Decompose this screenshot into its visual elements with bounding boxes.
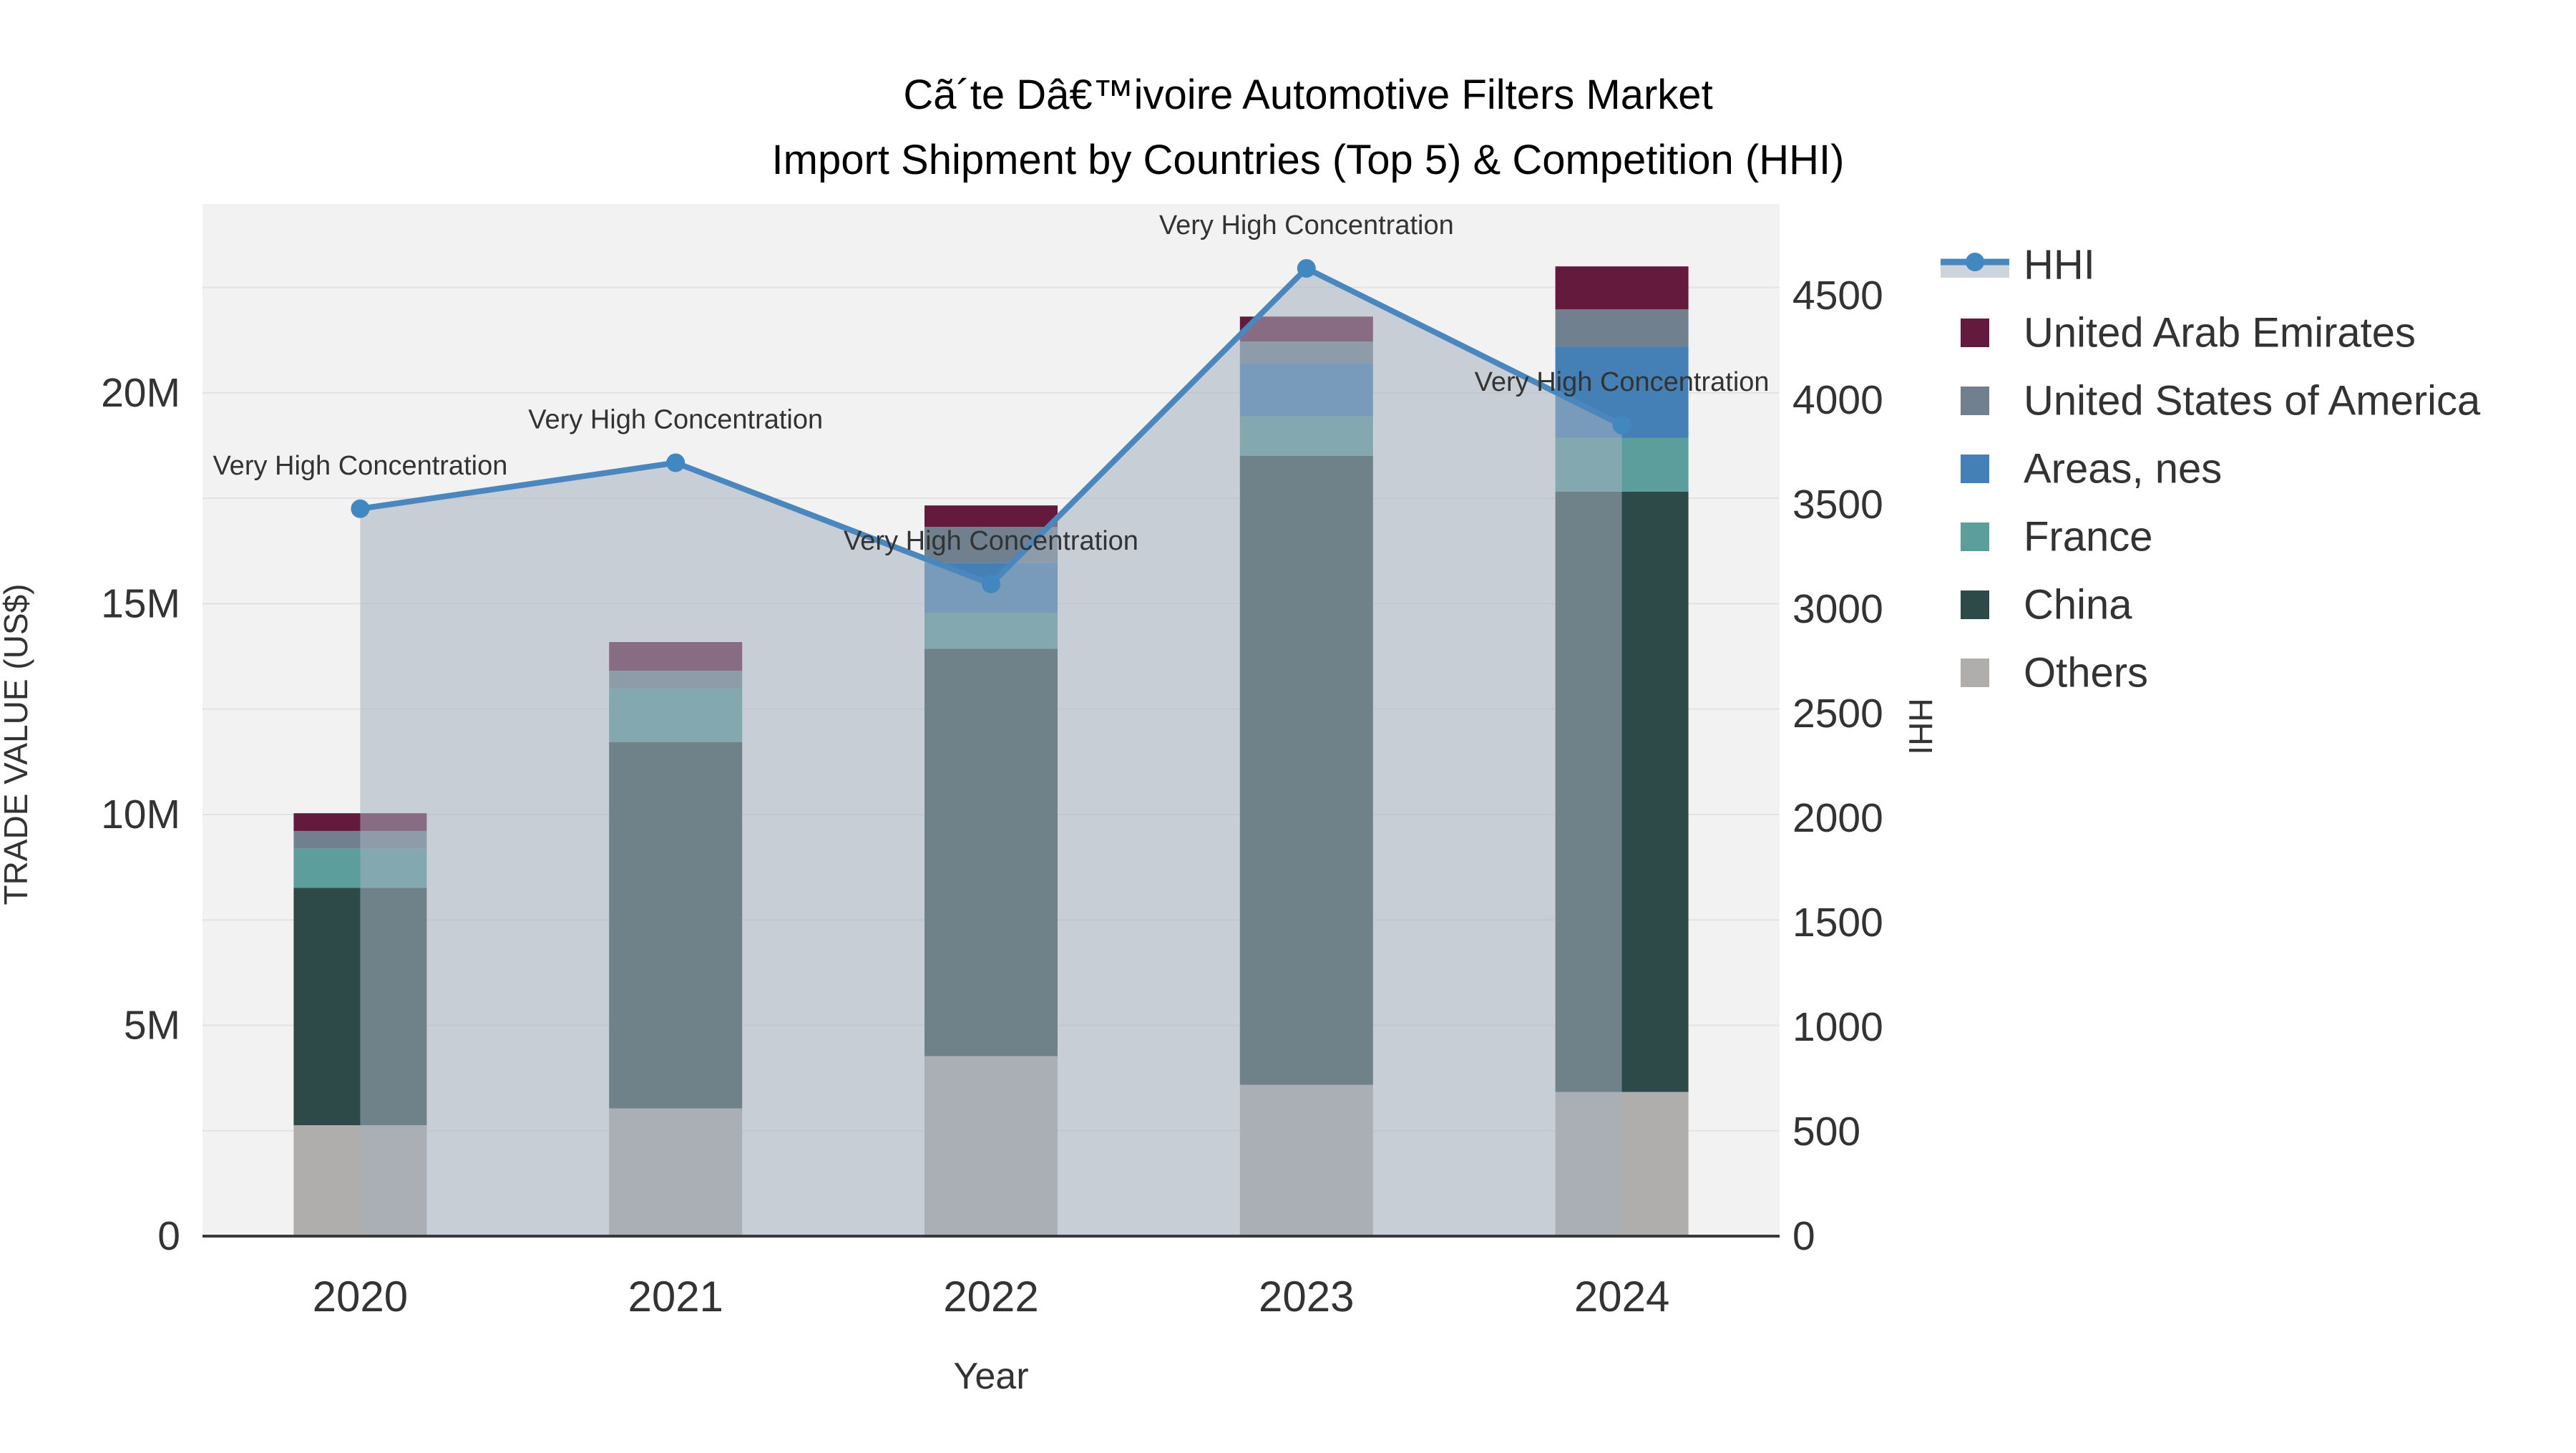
left-tick-label: 10M: [101, 792, 180, 837]
left-tick-label: 15M: [101, 580, 180, 626]
legend-label: France: [2024, 514, 2153, 560]
legend-label: Others: [2024, 650, 2148, 696]
x-tick-label-2023: 2023: [1259, 1273, 1354, 1321]
left-tick-label: 0: [157, 1213, 180, 1259]
legend-label: Areas, nes: [2024, 446, 2222, 492]
hhi-marker-2022[interactable]: [982, 574, 1000, 593]
right-tick-label: 0: [1792, 1213, 1815, 1259]
chart-title-line2: Import Shipment by Countries (Top 5) & C…: [772, 137, 1845, 183]
right-tick-label: 1500: [1792, 900, 1883, 946]
legend-swatch: [1961, 455, 1989, 483]
legend-item-others[interactable]: Others: [1961, 650, 2148, 696]
legend-label: HHI: [2024, 242, 2095, 288]
annotation-2020: Very High Concentration: [213, 451, 507, 481]
legend-label: China: [2024, 582, 2132, 628]
right-tick-label: 2500: [1792, 691, 1883, 737]
bar-segment-united-states-of-america-2024[interactable]: [1555, 309, 1689, 347]
x-tick-label-2024: 2024: [1574, 1273, 1669, 1321]
annotation-2024: Very High Concentration: [1475, 367, 1770, 397]
legend-item-china[interactable]: China: [1961, 582, 2132, 628]
x-tick-label-2020: 2020: [313, 1273, 408, 1321]
legend-item-france[interactable]: France: [1961, 514, 2153, 560]
annotation-2021: Very High Concentration: [528, 405, 823, 435]
annotation-2022: Very High Concentration: [844, 526, 1138, 556]
hhi-marker-2021[interactable]: [666, 453, 686, 472]
hhi-area-fill: [360, 268, 1622, 1236]
legend-item-united-states-of-america[interactable]: United States of America: [1961, 378, 2481, 424]
left-tick-label: 20M: [101, 370, 180, 416]
x-axis-title: Year: [953, 1356, 1028, 1397]
legend-item-areas-nes[interactable]: Areas, nes: [1961, 446, 2222, 492]
legend-item-united-arab-emirates[interactable]: United Arab Emirates: [1961, 310, 2416, 356]
legend-swatch: [1961, 659, 1989, 687]
right-tick-label: 3000: [1792, 586, 1883, 632]
hhi-marker-2023[interactable]: [1297, 258, 1316, 278]
y-axis-title-right: HHI: [1902, 698, 1939, 754]
left-tick-label: 5M: [124, 1002, 180, 1048]
right-tick-label: 4000: [1792, 377, 1883, 423]
chart-title-line1: Cã´te Dâ€™ivoire Automotive Filters Mark…: [903, 72, 1712, 118]
legend-swatch: [1961, 387, 1989, 415]
legend-label: United Arab Emirates: [2024, 310, 2416, 356]
right-tick-label: 3500: [1792, 482, 1883, 528]
right-tick-label: 4500: [1792, 273, 1883, 319]
x-tick-label-2021: 2021: [628, 1273, 723, 1321]
hhi-marker-2020[interactable]: [351, 499, 370, 518]
legend-swatch: [1961, 319, 1989, 347]
bar-segment-united-arab-emirates-2022[interactable]: [924, 505, 1058, 528]
x-tick-label-2022: 2022: [943, 1273, 1038, 1321]
legend-item-hhi[interactable]: HHI: [1941, 242, 2095, 288]
legend-hhi-marker-sample: [1966, 253, 1984, 271]
y-axis-title-left: TRADE VALUE (US$): [0, 583, 34, 905]
legend-label: United States of America: [2024, 378, 2481, 424]
hhi-marker-2024[interactable]: [1612, 415, 1631, 434]
annotation-2023: Very High Concentration: [1159, 210, 1454, 240]
legend-swatch: [1961, 523, 1989, 551]
right-tick-label: 500: [1792, 1109, 1860, 1155]
right-tick-label: 1000: [1792, 1004, 1883, 1050]
legend-swatch: [1961, 591, 1989, 619]
right-tick-label: 2000: [1792, 795, 1883, 841]
bar-segment-united-arab-emirates-2024[interactable]: [1555, 266, 1689, 310]
